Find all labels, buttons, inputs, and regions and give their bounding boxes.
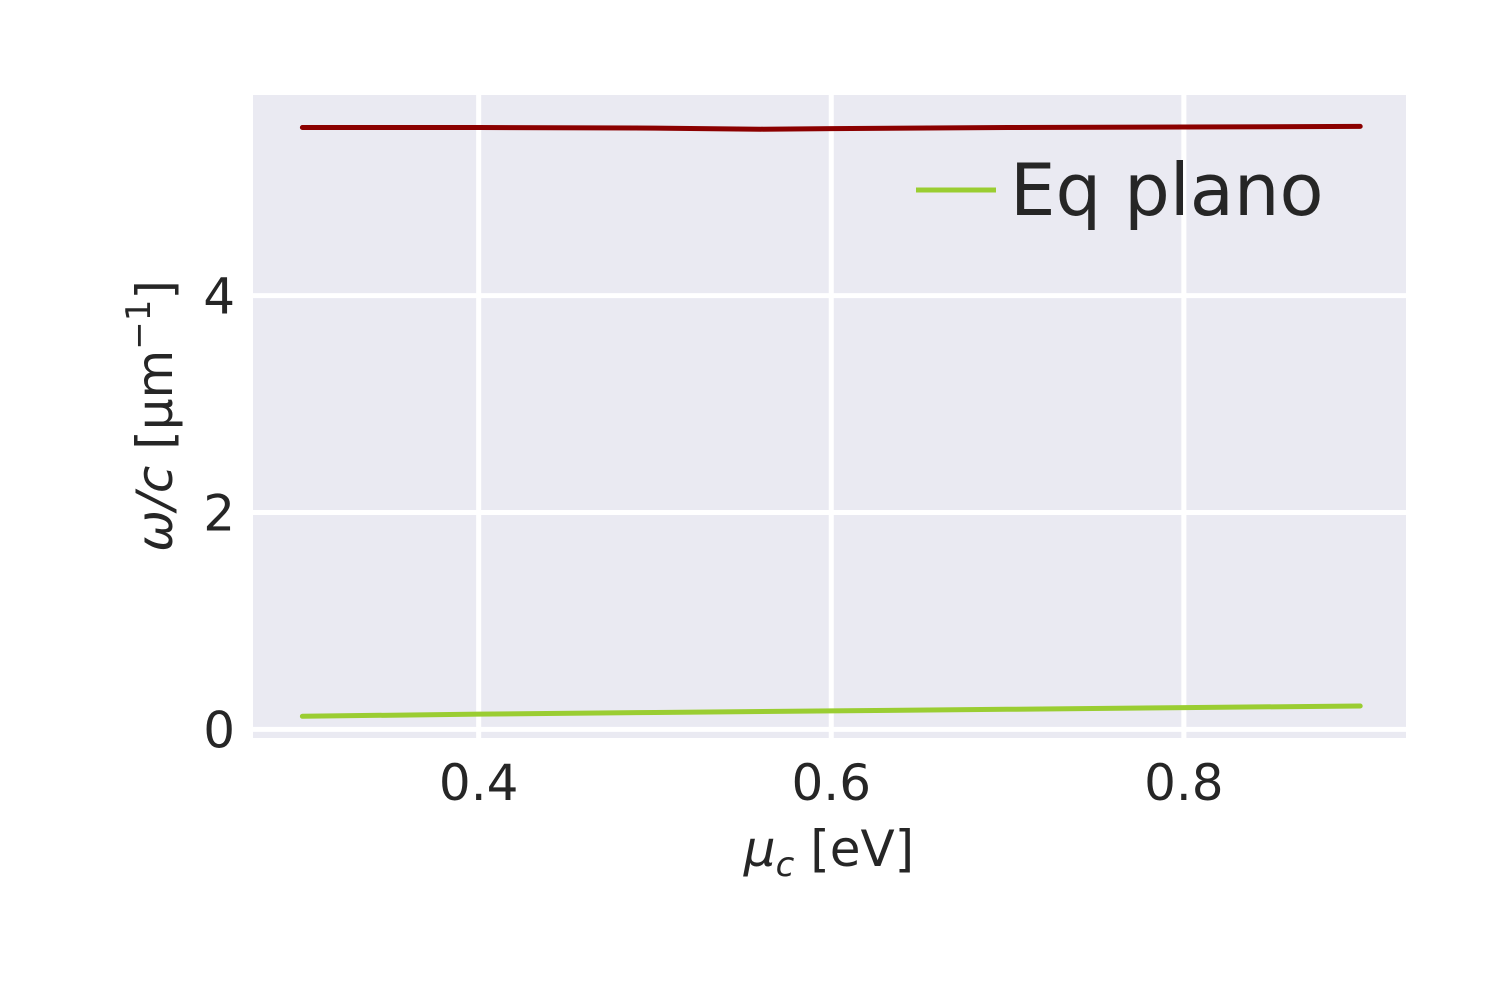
y-tick-label: 4 [203, 268, 235, 326]
y-tick-label: 2 [203, 484, 235, 542]
x-tick-labels: 0.4 0.6 0.8 [439, 754, 1224, 812]
x-tick-label: 0.4 [439, 754, 519, 812]
y-tick-labels: 0 2 4 [203, 268, 235, 760]
x-tick-label: 0.8 [1144, 754, 1224, 812]
series-lines [299, 123, 1363, 719]
legend: Eq plano [916, 148, 1324, 232]
legend-label-eq-plano: Eq plano [1010, 148, 1324, 232]
x-axis-label: μc [eV] [743, 820, 914, 885]
y-tick-label: 0 [203, 701, 235, 759]
grid-lines [253, 95, 1406, 738]
series-line-1 [299, 123, 1363, 132]
x-tick-label: 0.6 [791, 754, 871, 812]
series-line-2 [299, 703, 1363, 719]
y-axis-label: ω/c [μm−1] [119, 280, 184, 552]
